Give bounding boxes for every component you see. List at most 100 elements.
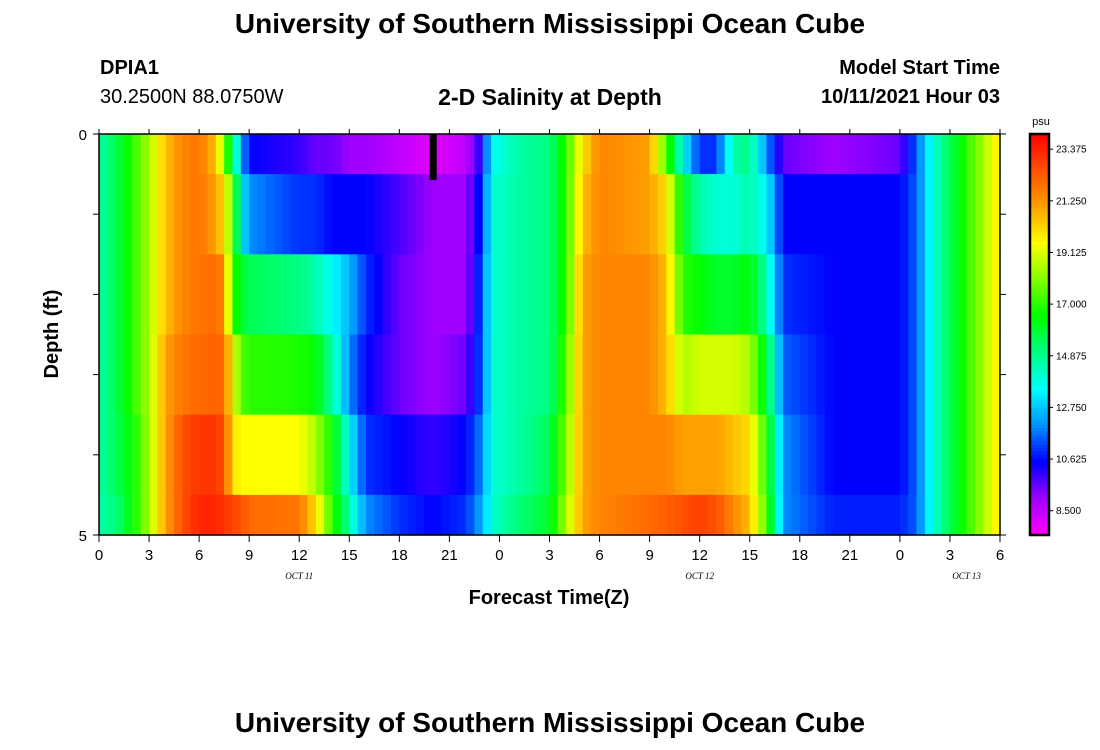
heatmap-cell (474, 134, 484, 175)
heatmap-cell (257, 174, 267, 255)
heatmap-cell (624, 494, 634, 536)
heatmap-cell (641, 414, 651, 496)
heatmap-cell (516, 414, 526, 496)
heatmap-cell (891, 414, 901, 496)
heatmap-cell (265, 494, 275, 536)
heatmap-cell (799, 174, 809, 255)
heatmap-cell (783, 414, 793, 496)
heatmap-cell (424, 134, 434, 175)
heatmap-cell (382, 134, 392, 175)
heatmap-cell (516, 174, 526, 255)
heatmap-cell (824, 334, 834, 416)
heatmap-cell (816, 134, 826, 175)
colorbar-segment (1030, 411, 1049, 416)
x-tick-label: 12 (691, 547, 708, 564)
heatmap-cell (307, 134, 317, 175)
colorbar-segment (1030, 461, 1049, 466)
heatmap-cell (315, 494, 325, 536)
heatmap-cell (599, 334, 609, 416)
colorbar-segment (1030, 471, 1049, 476)
heatmap-cell (224, 414, 234, 496)
heatmap-cell (466, 174, 476, 255)
heatmap-cell (265, 134, 275, 175)
colorbar-segment (1030, 247, 1049, 252)
heatmap-cell (591, 334, 601, 416)
heatmap-cell (941, 254, 951, 336)
heatmap-cell (165, 494, 175, 536)
heatmap-cell (374, 174, 384, 255)
heatmap-cell (799, 494, 809, 536)
heatmap-cell (549, 254, 559, 336)
heatmap-cell (457, 134, 467, 175)
heatmap-cell (249, 494, 259, 536)
heatmap-cell (691, 334, 701, 416)
heatmap-cell (766, 134, 776, 175)
heatmap-cell (224, 254, 234, 336)
heatmap-cell (949, 134, 959, 175)
heatmap-cell (416, 494, 425, 536)
heatmap-cell (974, 134, 984, 175)
heatmap-cell (741, 254, 751, 336)
heatmap-cell (215, 494, 225, 536)
heatmap-cell (874, 134, 884, 175)
heatmap-cell (691, 414, 701, 496)
heatmap-cell (232, 334, 242, 416)
x-tick-label: 6 (595, 547, 603, 564)
heatmap-cell (607, 254, 617, 336)
heatmap-cell (424, 254, 434, 336)
heatmap-cell (708, 494, 717, 536)
heatmap-cell (307, 414, 317, 496)
heatmap-cell (157, 254, 167, 336)
heatmap-cell (849, 414, 859, 496)
x-tick-label: 6 (996, 547, 1004, 564)
heatmap-cell (607, 494, 617, 536)
heatmap-cell (866, 494, 876, 536)
heatmap-cell (599, 494, 609, 536)
heatmap-cell (649, 494, 659, 536)
heatmap-cell (232, 254, 242, 336)
colorbar-segment (1030, 454, 1049, 459)
colorbar-segment (1030, 371, 1049, 376)
heatmap-cell (766, 174, 776, 255)
heatmap-cell (657, 334, 667, 416)
heatmap-cell (207, 494, 217, 536)
heatmap-cell (557, 134, 567, 175)
heatmap-cell (382, 174, 392, 255)
colorbar-segment (1030, 220, 1049, 225)
heatmap-cell (199, 494, 209, 536)
heatmap-cell (299, 414, 309, 496)
heatmap-cell (899, 174, 909, 255)
heatmap-cell (482, 494, 492, 536)
heatmap-cell (899, 334, 909, 416)
heatmap-cell (582, 174, 592, 255)
heatmap-cell (724, 134, 734, 175)
heatmap-cell (808, 134, 818, 175)
colorbar-segment (1030, 250, 1049, 255)
heatmap-cell (833, 174, 843, 255)
heatmap-cell (974, 334, 984, 416)
heatmap-cell (657, 174, 667, 255)
heatmap-cell (157, 414, 167, 496)
heatmap-cell (966, 134, 976, 175)
heatmap-cell (933, 134, 943, 175)
heatmap-cell (566, 174, 576, 255)
colorbar-segment (1030, 404, 1049, 409)
heatmap-cell (474, 174, 484, 255)
heatmap-cell (983, 254, 993, 336)
heatmap-cell (124, 414, 133, 496)
colorbar-segment (1030, 364, 1049, 369)
heatmap-cell (174, 174, 184, 255)
heatmap-cell (741, 334, 751, 416)
heatmap-cell (340, 254, 350, 336)
colorbar-segment (1030, 177, 1049, 182)
heatmap-cell (249, 334, 259, 416)
heatmap-cell (941, 174, 951, 255)
heatmap-cell (883, 334, 893, 416)
heatmap-cell (674, 494, 684, 536)
colorbar-segment (1030, 341, 1049, 346)
heatmap-cell (799, 134, 809, 175)
heatmap-cell (858, 174, 868, 255)
heatmap-cell (507, 174, 517, 255)
heatmap-cell (582, 134, 592, 175)
heatmap-cell (657, 254, 667, 336)
